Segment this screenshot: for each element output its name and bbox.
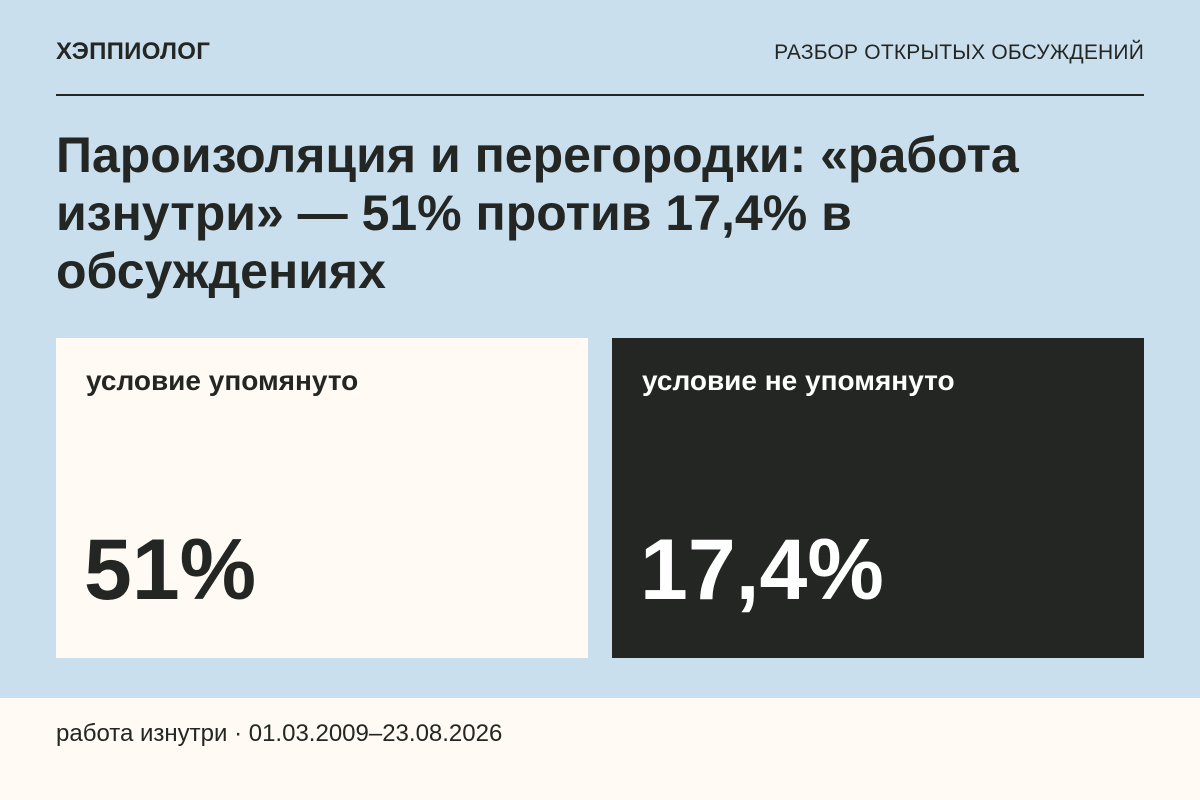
not-mentioned-card: условие не упомянуто 17,4% — [612, 338, 1144, 658]
mentioned-label: условие упомянуто — [86, 365, 359, 396]
mentioned-card: условие упомянуто 51% — [56, 338, 588, 658]
not-mentioned-label: условие не упомянуто — [642, 365, 955, 396]
page-title: Пароизоляция и перегородки: «работа изну… — [56, 127, 1019, 299]
section-label: РАЗБОР ОТКРЫТЫХ ОБСУЖДЕНИЙ — [774, 41, 1144, 64]
mentioned-value: 51% — [84, 522, 257, 618]
page-header: ХЭППИОЛОГ РАЗБОР ОТКРЫТЫХ ОБСУЖДЕНИЙ — [56, 36, 1144, 96]
page-footer: работа изнутри · 01.03.2009–23.08.2026 — [0, 698, 1200, 800]
brand-name: ХЭППИОЛОГ — [56, 38, 211, 65]
footer-caption: работа изнутри · 01.03.2009–23.08.2026 — [56, 720, 503, 747]
not-mentioned-value: 17,4% — [640, 522, 884, 618]
